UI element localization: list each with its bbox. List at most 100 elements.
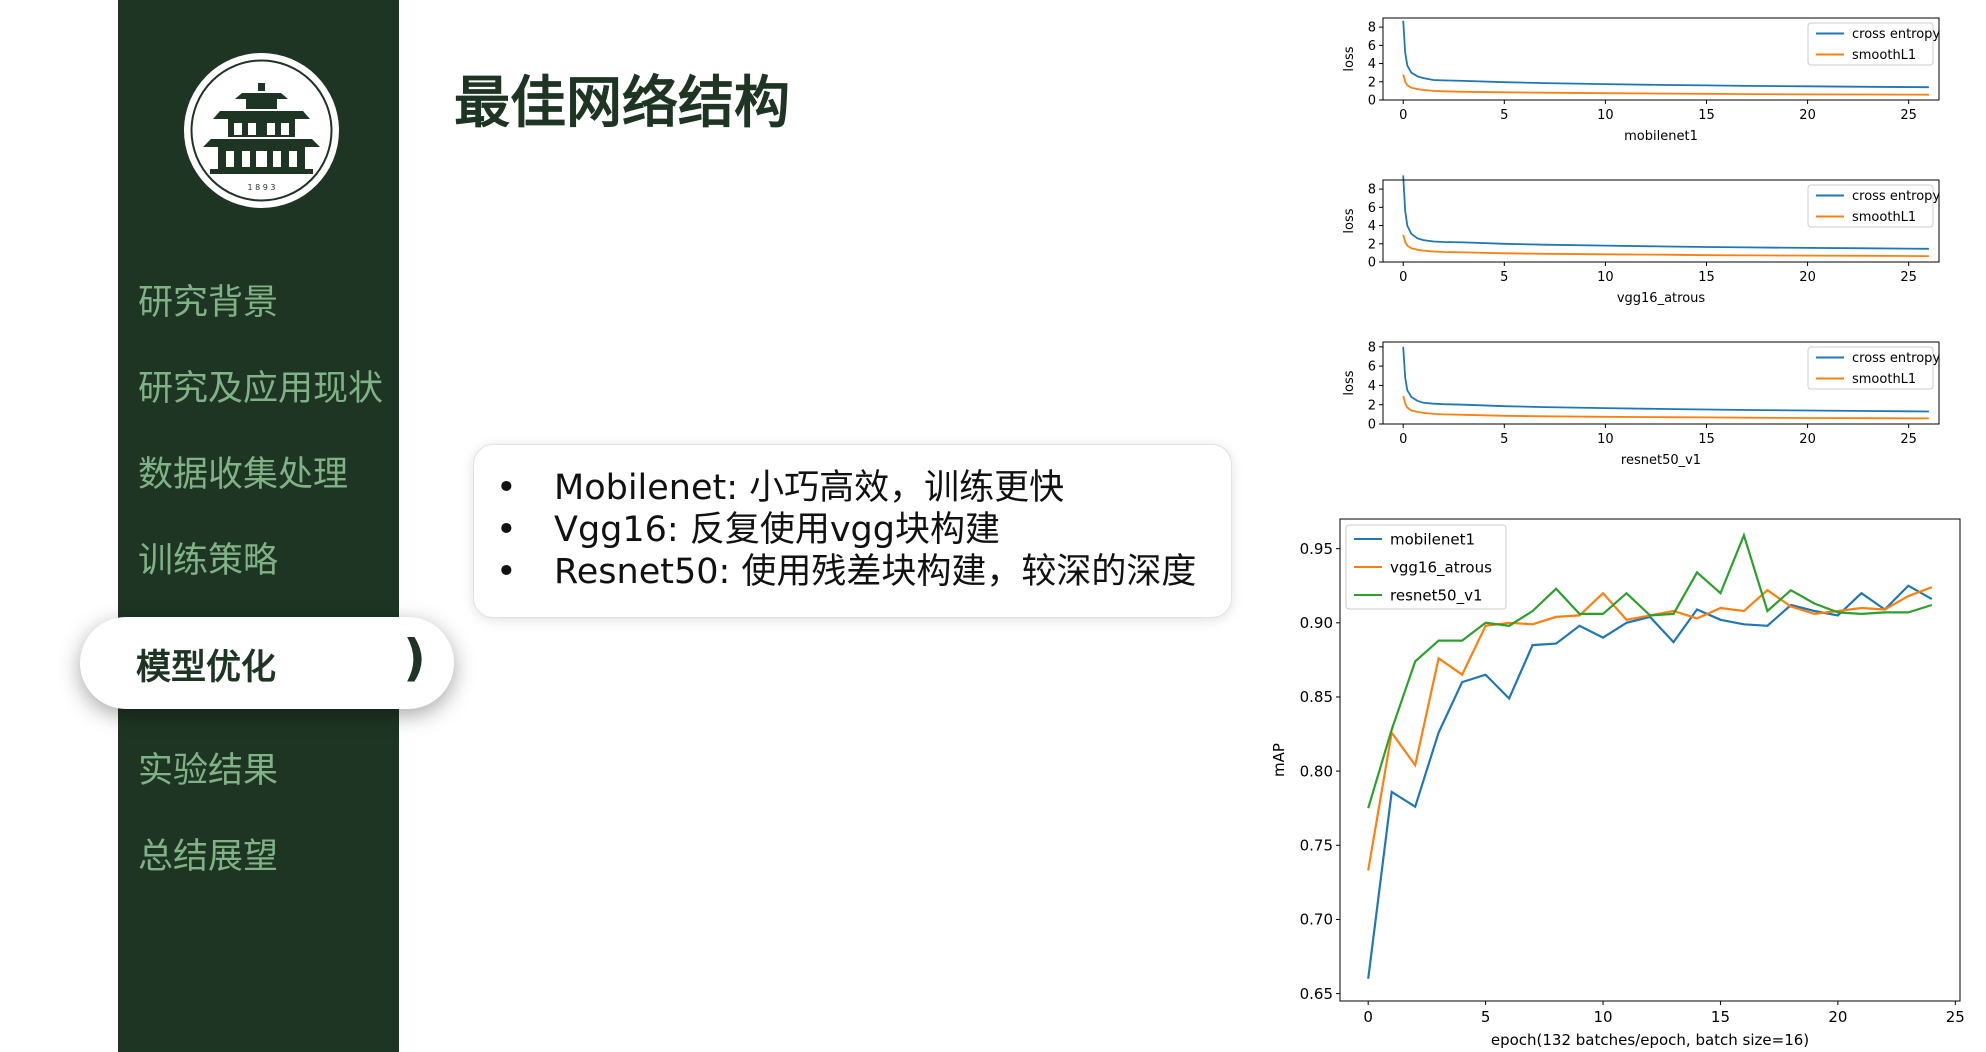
legend-box <box>1345 524 1507 610</box>
y-tick-label: 4 <box>1368 219 1376 234</box>
x-tick-label: 25 <box>1946 1008 1965 1026</box>
y-axis-label: mAP <box>1270 743 1288 777</box>
y-tick-label: 6 <box>1368 39 1376 54</box>
y-axis-label: loss <box>1342 46 1357 71</box>
y-tick-label: 0.90 <box>1300 614 1333 632</box>
plot-frame <box>1382 179 1940 263</box>
x-tick-label: 10 <box>1593 1008 1612 1026</box>
y-tick-label: 8 <box>1368 340 1376 355</box>
y-tick-label: 2 <box>1368 237 1376 252</box>
loss-chart-vgg16-atrous: 0 5 10 15 20 25 0 2 4 6 8 vgg16_atrous loss cross ent… <box>1342 175 1940 306</box>
x-tick-label: 10 <box>1597 432 1614 447</box>
y-axis-label: loss <box>1342 370 1357 395</box>
bullet-text: Mobilenet: 小巧高效，训练更快 <box>554 468 1065 508</box>
y-tick-label: 0 <box>1368 256 1376 271</box>
legend-label: cross entropy <box>1852 189 1940 204</box>
bullet-list: • Mobilenet: 小巧高效，训练更快 • Vgg16: 反复使用vgg块构建… <box>496 467 1196 593</box>
legend-label: smoothL1 <box>1852 48 1916 63</box>
sidebar-item-training-strategy[interactable]: 训练策略 <box>138 541 279 581</box>
series-line-smoothl1 <box>1402 395 1929 420</box>
x-tick-label: 15 <box>1698 270 1715 285</box>
map-chart: 0 5 10 15 20 25 0.65 0.70 0.75 0.80 0.85 0.90 0.95 ep… <box>1270 518 1965 1049</box>
loss-chart-resnet50-v1: 0 5 10 15 20 25 0 2 4 6 8 resnet50_v1 loss cross entr… <box>1342 340 1940 468</box>
sidebar-item-results[interactable]: 实验结果 <box>138 751 279 791</box>
x-tick-label: 10 <box>1597 108 1614 123</box>
legend-label: vgg16_atrous <box>1390 558 1492 577</box>
y-tick-label: 0.95 <box>1300 540 1333 558</box>
series-line-vgg16-atrous <box>1367 586 1933 871</box>
series-line-resnet50-v1 <box>1367 532 1933 809</box>
legend-label: cross entropy <box>1852 351 1940 366</box>
x-tick-label: 20 <box>1799 432 1816 447</box>
x-tick-label: 0 <box>1399 270 1407 285</box>
x-tick-label: 5 <box>1500 432 1508 447</box>
bullet-text: Resnet50: 使用残差块构建，较深的深度 <box>554 552 1197 592</box>
series-line-cross-entropy <box>1402 20 1929 89</box>
x-tick-label: 5 <box>1500 108 1508 123</box>
x-tick-label: 0 <box>1399 108 1407 123</box>
sidebar-item-data-processing[interactable]: 数据收集处理 <box>138 455 349 495</box>
y-tick-label: 6 <box>1368 201 1376 216</box>
x-tick-label: 25 <box>1900 432 1917 447</box>
x-axis-label: mobilenet1 <box>1624 129 1698 144</box>
legend-label: resnet50_v1 <box>1390 586 1483 605</box>
series-line-smoothl1 <box>1402 74 1929 96</box>
sidebar-item-summary[interactable]: 总结展望 <box>138 837 279 877</box>
x-axis-label: resnet50_v1 <box>1621 453 1701 468</box>
x-tick-label: 20 <box>1799 270 1816 285</box>
y-axis-label: loss <box>1342 208 1357 233</box>
page-title: 最佳网络结构 <box>454 71 790 136</box>
legend-label: smoothL1 <box>1852 372 1916 387</box>
x-tick-label: 20 <box>1828 1008 1847 1026</box>
bullet-icon: • <box>496 510 517 550</box>
x-tick-label: 15 <box>1698 432 1715 447</box>
y-tick-label: 8 <box>1368 183 1376 198</box>
y-tick-label: 4 <box>1368 379 1376 394</box>
y-tick-label: 0.70 <box>1300 911 1333 929</box>
series-line-cross-entropy <box>1402 175 1929 250</box>
y-tick-label: 0.85 <box>1300 688 1333 706</box>
bullet-icon: • <box>496 468 517 508</box>
y-tick-label: 0 <box>1368 94 1376 109</box>
y-tick-label: 0.75 <box>1300 837 1333 855</box>
university-logo: 1 8 9 3 <box>184 53 339 208</box>
x-tick-label: 20 <box>1799 108 1816 123</box>
plot-frame <box>1382 17 1940 101</box>
x-tick-label: 0 <box>1363 1008 1373 1026</box>
legend-label: cross entropy <box>1852 27 1940 42</box>
x-tick-label: 15 <box>1698 108 1715 123</box>
x-tick-label: 0 <box>1399 432 1407 447</box>
list-item: • Resnet50: 使用残差块构建，较深的深度 <box>496 551 1196 593</box>
x-tick-label: 15 <box>1711 1008 1730 1026</box>
x-tick-label: 5 <box>1500 270 1508 285</box>
x-axis-label: vgg16_atrous <box>1617 291 1706 306</box>
y-tick-label: 6 <box>1368 360 1376 375</box>
series-line-mobilenet1 <box>1367 584 1933 979</box>
plot-frame <box>1382 341 1940 425</box>
y-tick-label: 2 <box>1368 398 1376 413</box>
list-item: • Mobilenet: 小巧高效，训练更快 <box>496 467 1196 509</box>
legend-label: smoothL1 <box>1852 210 1916 225</box>
plot-frame <box>1339 518 1961 1002</box>
y-tick-label: 8 <box>1368 21 1376 36</box>
x-tick-label: 5 <box>1481 1008 1491 1026</box>
sidebar-item-status[interactable]: 研究及应用现状 <box>138 369 384 409</box>
y-tick-label: 0 <box>1368 418 1376 433</box>
x-axis-label: epoch(132 batches/epoch, batch size=16) <box>1491 1031 1809 1049</box>
series-line-cross-entropy <box>1402 346 1929 413</box>
y-tick-label: 0.65 <box>1300 985 1333 1003</box>
y-tick-label: 4 <box>1368 57 1376 72</box>
pavilion-emblem-icon: 1 8 9 3 <box>190 59 333 202</box>
list-item: • Vgg16: 反复使用vgg块构建 <box>496 509 1196 551</box>
y-tick-label: 0.80 <box>1300 762 1333 780</box>
sidebar-item-background[interactable]: 研究背景 <box>138 283 279 323</box>
legend-label: mobilenet1 <box>1390 530 1475 548</box>
bullet-icon: • <box>496 552 517 592</box>
sidebar-item-label: 模型优化 <box>136 648 277 688</box>
x-tick-label: 10 <box>1597 270 1614 285</box>
bullet-text: Vgg16: 反复使用vgg块构建 <box>554 510 1000 550</box>
x-tick-label: 25 <box>1900 108 1917 123</box>
sidebar-item-model-optimization[interactable]: 模型优化 ) <box>80 617 454 709</box>
series-line-smoothl1 <box>1402 234 1929 257</box>
x-tick-label: 25 <box>1900 270 1917 285</box>
